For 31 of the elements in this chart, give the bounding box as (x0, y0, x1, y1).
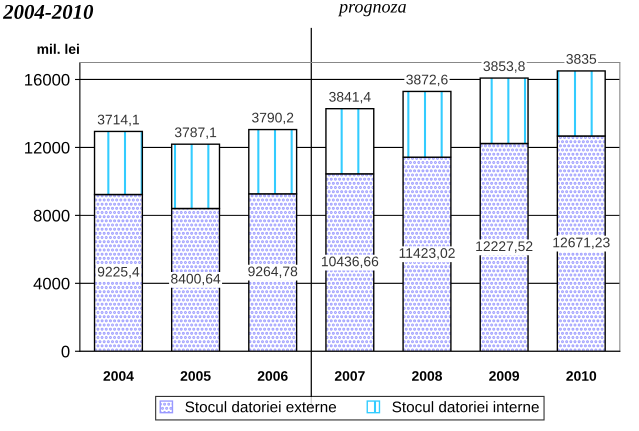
x-tick-label: 2007 (334, 371, 365, 381)
x-tick-label: 2010 (566, 371, 596, 381)
data-label: 10436,66 (322, 256, 378, 268)
y-tick-label: 8000 (34, 210, 70, 222)
data-label: 3841,4 (329, 92, 371, 104)
data-label: 9225,4 (98, 266, 140, 278)
legend-label: Stocul datoriei externe (185, 401, 336, 412)
data-label: 11423,02 (400, 248, 455, 260)
y-tick-label: 12000 (25, 142, 70, 154)
data-label: 3790,2 (252, 112, 294, 124)
data-label: 3787,1 (174, 127, 216, 139)
y-tick-label: 0 (62, 346, 70, 358)
y-tick-label: 16000 (25, 74, 70, 86)
data-label: 3835 (566, 54, 596, 64)
data-label: 12227,52 (476, 241, 532, 253)
x-tick-label: 2004 (103, 371, 134, 381)
y-axis-title: mil. lei (38, 44, 79, 54)
data-label: 8400,64 (171, 274, 220, 286)
data-label: 3714,1 (98, 114, 140, 126)
legend-label: Stocul datoriei interne (392, 401, 539, 412)
data-label: 12671,23 (553, 238, 610, 250)
x-tick-label: 2009 (489, 371, 520, 381)
x-tick-label: 2008 (412, 371, 442, 381)
text: prognoza (338, 4, 406, 16)
data-label: 3853,8 (483, 61, 525, 73)
x-tick-label: 2005 (180, 371, 211, 381)
data-label: 9264,78 (248, 266, 298, 278)
data-label: 3872,6 (406, 74, 448, 86)
chart-title: 2004-2010 (2, 4, 94, 19)
y-tick-label: 4000 (33, 278, 70, 290)
x-tick-label: 2006 (258, 371, 288, 381)
